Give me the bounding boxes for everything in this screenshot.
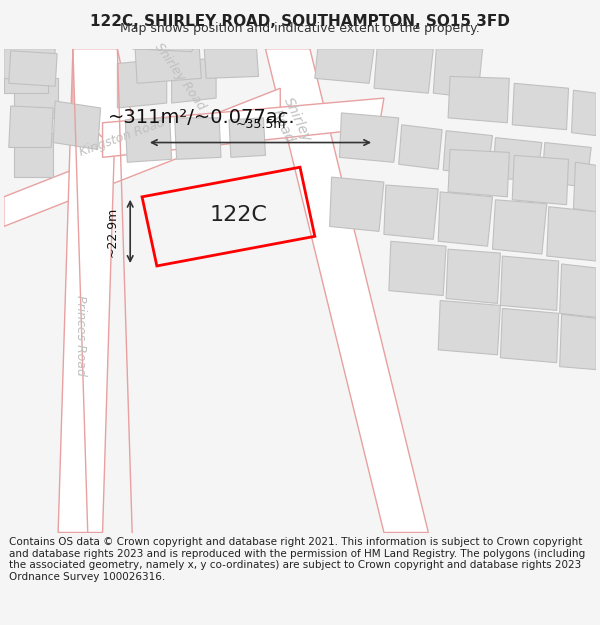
Polygon shape [443, 131, 493, 175]
Text: 122C, SHIRLEY ROAD, SOUTHAMPTON, SO15 3FD: 122C, SHIRLEY ROAD, SOUTHAMPTON, SO15 3F… [90, 14, 510, 29]
Polygon shape [438, 301, 500, 355]
Polygon shape [9, 106, 53, 148]
Polygon shape [118, 59, 167, 108]
Polygon shape [172, 59, 216, 103]
Polygon shape [493, 138, 542, 182]
Polygon shape [574, 162, 596, 212]
Polygon shape [374, 49, 433, 93]
Polygon shape [329, 177, 384, 231]
Polygon shape [446, 249, 500, 304]
Polygon shape [560, 314, 596, 369]
Polygon shape [493, 200, 547, 254]
Polygon shape [433, 49, 482, 98]
Text: Contains OS data © Crown copyright and database right 2021. This information is : Contains OS data © Crown copyright and d… [9, 537, 585, 582]
Polygon shape [9, 51, 57, 86]
Polygon shape [4, 49, 55, 83]
Polygon shape [125, 118, 172, 162]
Text: Map shows position and indicative extent of the property.: Map shows position and indicative extent… [120, 22, 480, 35]
Text: Shirley
Road: Shirley Road [266, 95, 314, 151]
Polygon shape [315, 49, 374, 83]
Polygon shape [384, 185, 438, 239]
Polygon shape [512, 156, 569, 205]
Polygon shape [4, 49, 48, 93]
Polygon shape [512, 83, 569, 130]
Text: Kingston Road: Kingston Road [78, 116, 167, 159]
Polygon shape [571, 90, 596, 136]
Polygon shape [542, 142, 591, 187]
Text: 122C: 122C [210, 204, 268, 224]
Polygon shape [73, 49, 132, 138]
Polygon shape [175, 118, 221, 159]
Polygon shape [135, 49, 201, 83]
Polygon shape [14, 132, 53, 177]
Polygon shape [560, 264, 596, 318]
Text: ~22.9m: ~22.9m [106, 206, 119, 256]
Polygon shape [500, 256, 559, 311]
Polygon shape [265, 49, 428, 532]
Text: Shirley Road: Shirley Road [152, 41, 208, 112]
Polygon shape [500, 308, 559, 362]
Polygon shape [229, 118, 265, 158]
Polygon shape [53, 101, 101, 149]
Polygon shape [4, 88, 280, 226]
Polygon shape [132, 49, 193, 52]
Polygon shape [103, 98, 384, 158]
Text: ~311m²/~0.077ac.: ~311m²/~0.077ac. [107, 108, 295, 127]
Polygon shape [438, 192, 493, 246]
Text: ~35.5m: ~35.5m [235, 118, 286, 131]
Polygon shape [58, 49, 118, 532]
Text: Princes Road: Princes Road [74, 294, 88, 376]
Polygon shape [14, 78, 58, 118]
Polygon shape [204, 49, 259, 78]
Polygon shape [399, 125, 442, 169]
Polygon shape [547, 207, 596, 261]
Polygon shape [448, 149, 509, 197]
Polygon shape [448, 76, 509, 122]
Polygon shape [340, 113, 399, 162]
Polygon shape [389, 241, 446, 296]
